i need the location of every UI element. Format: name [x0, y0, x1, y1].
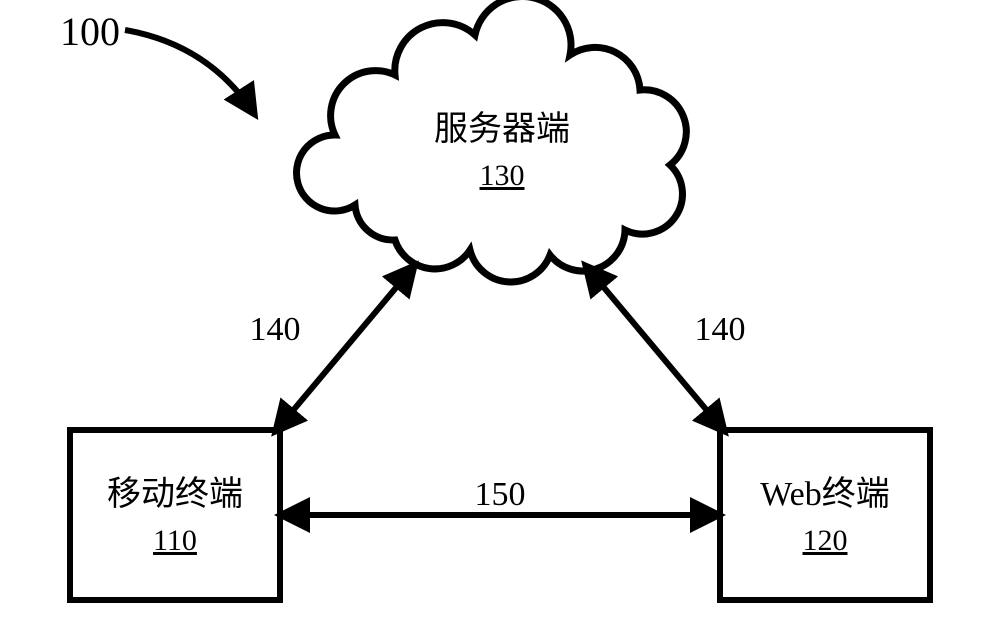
mobile-box: [70, 430, 280, 600]
mobile-id: 110: [153, 524, 197, 557]
web-label: Web终端: [760, 475, 889, 513]
edge-server-web-label: 140: [695, 311, 746, 348]
server-id: 130: [480, 159, 525, 192]
web-terminal-node: Web终端 120: [720, 430, 930, 600]
edge-server-mobile-label: 140: [250, 311, 301, 348]
server-node: 服务器端 130: [297, 0, 687, 282]
edge-server-mobile: [275, 265, 415, 432]
mobile-terminal-node: 移动终端 110: [70, 430, 280, 600]
system-diagram: 100 服务器端 130 移动终端 110 Web终端 120 140 140 …: [0, 0, 1000, 630]
web-box: [720, 430, 930, 600]
server-label: 服务器端: [434, 110, 570, 148]
figure-id-label: 100: [60, 9, 120, 54]
figure-pointer-arrow: [125, 30, 255, 115]
mobile-label: 移动终端: [107, 475, 243, 513]
edge-server-web: [585, 265, 725, 432]
web-id: 120: [803, 524, 848, 557]
edge-mobile-web-label: 150: [475, 476, 526, 513]
